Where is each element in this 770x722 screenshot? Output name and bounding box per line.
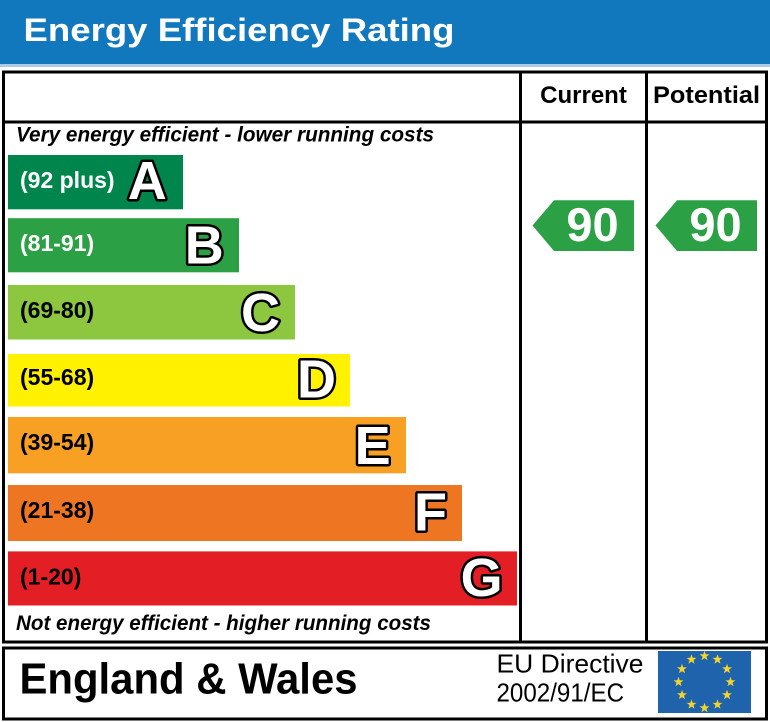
svg-text:Energy Efficiency Rating: Energy Efficiency Rating xyxy=(24,12,455,48)
svg-text:(39-54): (39-54) xyxy=(20,429,94,455)
svg-text:(69-80): (69-80) xyxy=(20,297,94,323)
svg-text:G: G xyxy=(461,548,503,608)
svg-text:Potential: Potential xyxy=(653,82,760,109)
svg-text:(21-38): (21-38) xyxy=(20,497,94,523)
svg-text:2002/91/EC: 2002/91/EC xyxy=(497,678,625,708)
svg-text:A: A xyxy=(128,151,167,211)
svg-text:B: B xyxy=(185,216,224,276)
svg-text:C: C xyxy=(241,283,280,343)
svg-text:EU Directive: EU Directive xyxy=(497,649,644,679)
svg-text:(1-20): (1-20) xyxy=(20,563,81,589)
svg-text:90: 90 xyxy=(689,198,741,251)
svg-text:Very energy efficient - lower: Very energy efficient - lower running co… xyxy=(16,124,434,147)
svg-text:(81-91): (81-91) xyxy=(20,230,94,256)
svg-text:F: F xyxy=(414,483,447,543)
svg-text:(55-68): (55-68) xyxy=(20,364,94,390)
svg-text:90: 90 xyxy=(566,198,618,251)
svg-text:Not energy efficient - higher: Not energy efficient - higher running co… xyxy=(16,612,431,635)
svg-text:England & Wales: England & Wales xyxy=(20,655,358,704)
svg-text:E: E xyxy=(355,416,391,476)
svg-text:D: D xyxy=(297,350,336,410)
svg-text:(92 plus): (92 plus) xyxy=(20,167,115,193)
svg-text:Current: Current xyxy=(540,82,627,109)
